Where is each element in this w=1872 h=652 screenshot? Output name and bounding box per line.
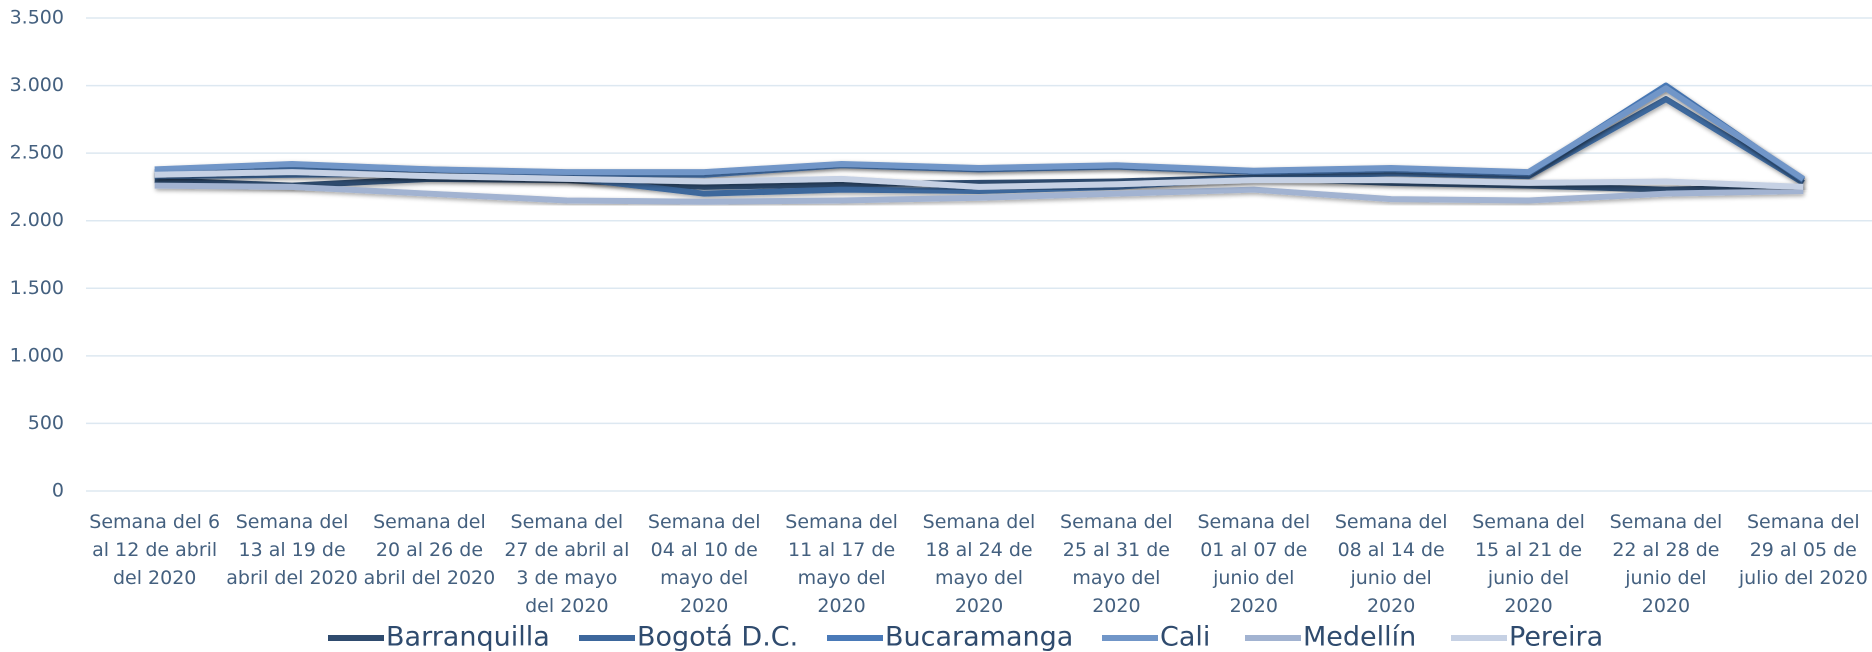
legend-label: Barranquilla: [386, 622, 550, 652]
x-tick-label: Semana del 29 al 05 de julio del 2020: [1738, 511, 1868, 589]
series-line: [154, 85, 1805, 182]
x-tick-label: Semana del 04 al 10 de mayo del 2020: [647, 511, 761, 617]
y-tick-label: 3.000: [10, 74, 64, 96]
x-tick-label: Semana del 22 al 28 de junio del 2020: [1609, 511, 1723, 617]
legend-label: Cali: [1160, 622, 1210, 652]
x-tick-label: Semana del 20 al 26 de abril del 2020: [363, 511, 496, 589]
legend-label: Medellín: [1303, 622, 1416, 652]
x-tick-label: Semana del 13 al 19 de abril del 2020: [226, 511, 358, 589]
legend-label: Bucaramanga: [885, 622, 1073, 652]
x-tick-label: Semana del 27 de abril al 3 de mayo del …: [504, 511, 630, 617]
y-tick-label: 0: [52, 480, 64, 502]
x-tick-label: Semana del 18 al 24 de mayo del 2020: [922, 511, 1036, 617]
x-tick-label: Semana del 15 al 21 de junio del 2020: [1472, 511, 1585, 617]
y-tick-label: 3.500: [10, 7, 64, 29]
x-tick-label: Semana del 08 al 14 de junio del 2020: [1334, 511, 1448, 617]
y-tick-label: 2.000: [10, 209, 64, 231]
series-line: [154, 169, 1804, 190]
x-tick-label: Semana del 6 al 12 de abril del 2020: [89, 511, 221, 589]
series-line: [154, 182, 1804, 205]
legend-label: Bogotá D.C.: [637, 622, 798, 652]
y-tick-label: 2.500: [10, 142, 64, 164]
x-tick-label: Semana del 25 al 31 de mayo del 2020: [1060, 511, 1173, 617]
y-tick-label: 500: [28, 412, 64, 434]
y-tick-label: 1.500: [10, 277, 64, 299]
y-tick-label: 1.000: [10, 344, 64, 366]
x-tick-label: Semana del 11 al 17 de mayo del 2020: [785, 511, 898, 617]
legend-label: Pereira: [1509, 622, 1603, 652]
x-tick-label: Semana del 01 al 07 de junio del 2020: [1197, 511, 1311, 617]
